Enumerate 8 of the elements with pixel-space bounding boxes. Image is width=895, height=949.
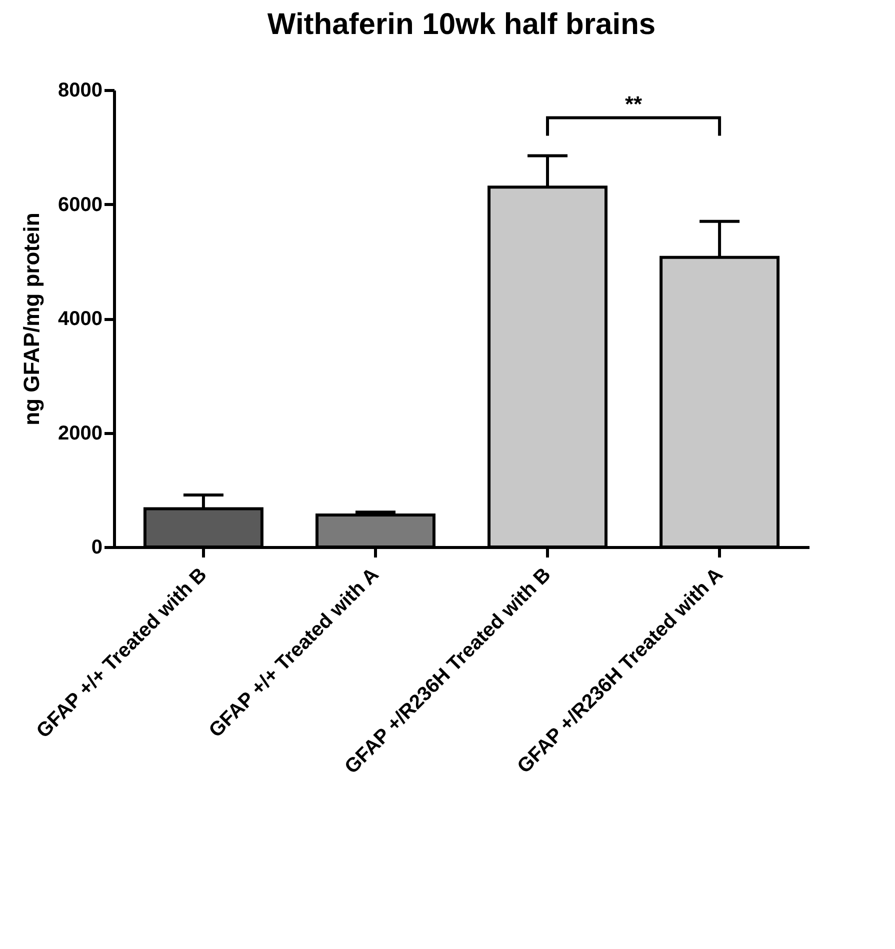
y-tick-label: 0 — [91, 536, 102, 558]
y-tick-label: 4000 — [58, 308, 102, 330]
chart-title: Withaferin 10wk half brains — [267, 8, 656, 41]
y-tick-label: 6000 — [58, 194, 102, 216]
y-axis-title: ng GFAP/mg protein — [19, 212, 44, 426]
annotation: ** — [624, 92, 643, 117]
y-tick-label: 8000 — [58, 80, 102, 102]
y-tick-label: 2000 — [58, 422, 102, 444]
